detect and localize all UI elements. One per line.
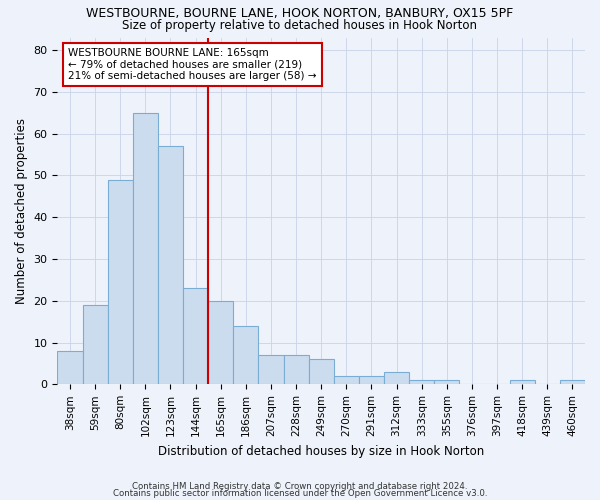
- Text: WESTBOURNE BOURNE LANE: 165sqm
← 79% of detached houses are smaller (219)
21% of: WESTBOURNE BOURNE LANE: 165sqm ← 79% of …: [68, 48, 316, 81]
- Bar: [133, 112, 158, 384]
- Bar: [384, 372, 409, 384]
- Bar: [233, 326, 259, 384]
- Bar: [409, 380, 434, 384]
- Bar: [107, 180, 133, 384]
- Bar: [509, 380, 535, 384]
- Bar: [434, 380, 460, 384]
- Bar: [158, 146, 183, 384]
- Bar: [560, 380, 585, 384]
- Bar: [58, 351, 83, 384]
- Bar: [83, 305, 107, 384]
- Bar: [183, 288, 208, 384]
- Bar: [208, 300, 233, 384]
- Bar: [334, 376, 359, 384]
- Text: Contains HM Land Registry data © Crown copyright and database right 2024.: Contains HM Land Registry data © Crown c…: [132, 482, 468, 491]
- Text: Contains public sector information licensed under the Open Government Licence v3: Contains public sector information licen…: [113, 489, 487, 498]
- Bar: [259, 355, 284, 384]
- Bar: [359, 376, 384, 384]
- Text: Size of property relative to detached houses in Hook Norton: Size of property relative to detached ho…: [122, 18, 478, 32]
- Text: WESTBOURNE, BOURNE LANE, HOOK NORTON, BANBURY, OX15 5PF: WESTBOURNE, BOURNE LANE, HOOK NORTON, BA…: [86, 8, 514, 20]
- Bar: [308, 359, 334, 384]
- X-axis label: Distribution of detached houses by size in Hook Norton: Distribution of detached houses by size …: [158, 444, 484, 458]
- Bar: [284, 355, 308, 384]
- Y-axis label: Number of detached properties: Number of detached properties: [15, 118, 28, 304]
